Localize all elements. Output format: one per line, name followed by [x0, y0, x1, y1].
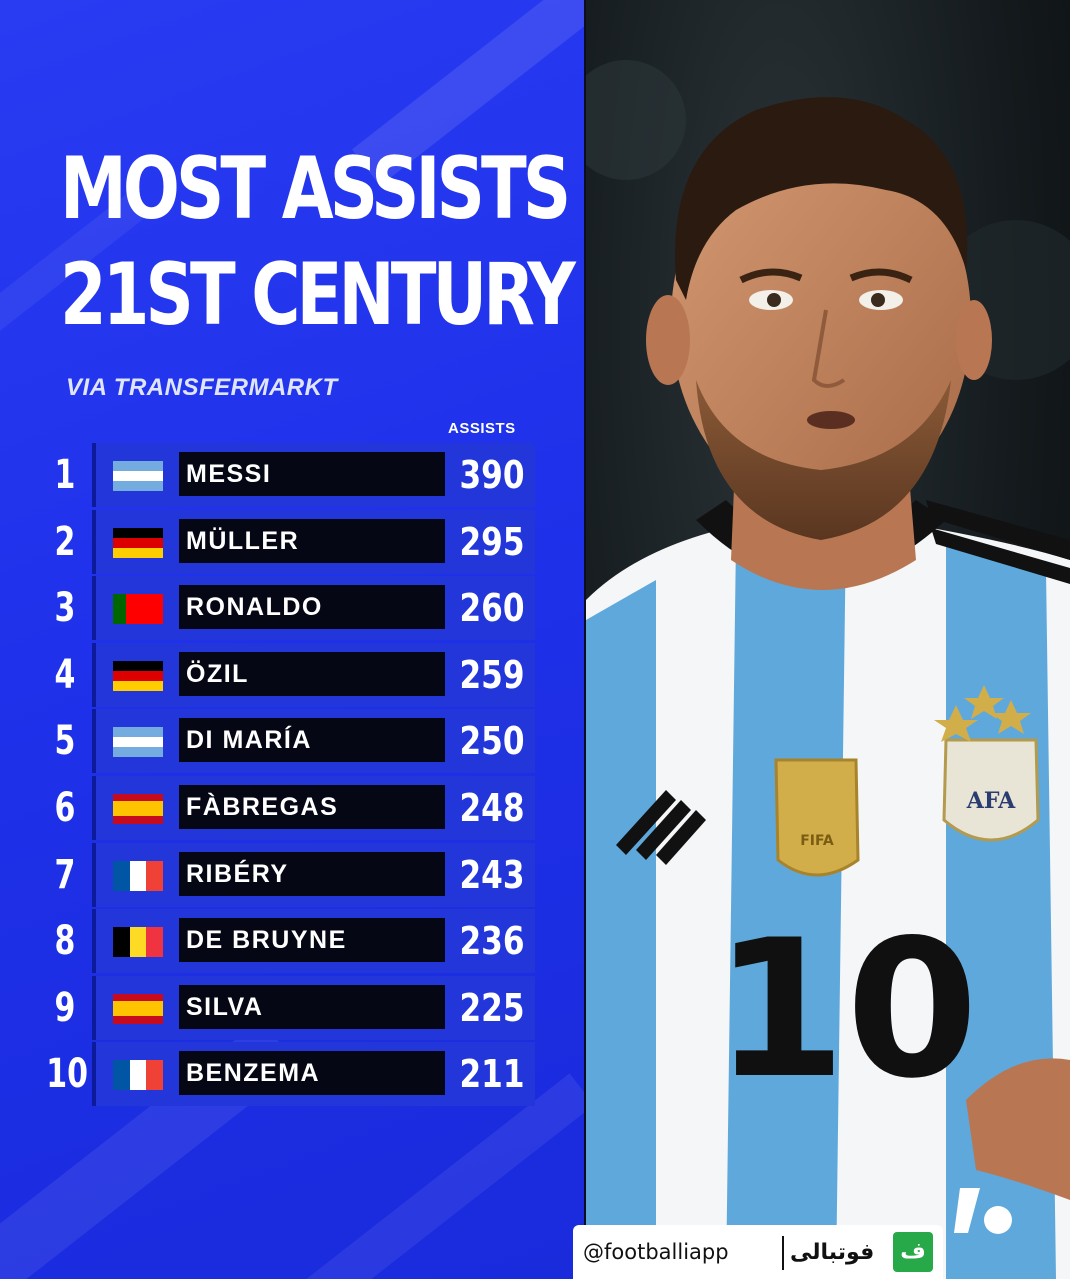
name-background [179, 518, 445, 563]
table-row: 1 MESSI 390 [40, 443, 540, 510]
assists-column-header: ASSISTS [448, 420, 516, 437]
table-row: 8 DE BRUYNE 236 [40, 909, 540, 976]
name-background [179, 1051, 445, 1096]
table-row: 10 BENZEMA 211 [40, 1042, 540, 1109]
spain-flag-icon [113, 993, 163, 1024]
france-flag-icon [113, 860, 163, 891]
assists-value: 295 [459, 519, 525, 564]
watermark-handle: @footballiapp [583, 1240, 729, 1264]
jersey-number: 10 [714, 899, 978, 1120]
rank-number: 4 [54, 651, 76, 698]
name-background [179, 651, 445, 696]
rank-number: 7 [54, 851, 76, 898]
assists-value: 243 [459, 852, 525, 897]
rank-number: 3 [54, 585, 76, 632]
name-background [179, 452, 445, 496]
watermark-bar [573, 1225, 943, 1279]
germany-flag-icon [113, 660, 163, 691]
rank-number: 2 [54, 518, 76, 565]
name-background [179, 718, 445, 763]
watermark-brand: فوتبالی [790, 1240, 875, 1265]
argentina-flag-icon [113, 461, 163, 491]
brand-logo-icon: ف [893, 1232, 933, 1272]
crest-label: AFA [966, 788, 1016, 814]
table-row: 5 DI MARÍA 250 [40, 709, 540, 776]
player-name: DE BRUYNE [186, 926, 347, 955]
spain-flag-icon [113, 793, 163, 824]
player-name: DI MARÍA [186, 726, 312, 755]
assists-value: 390 [459, 453, 525, 497]
table-row: 6 FÀBREGAS 248 [40, 775, 540, 843]
belgium-flag-icon [113, 927, 163, 958]
assists-table: 1 MESSI 390 2 MÜLLER 295 3 RONALDO 260 4 ÖZIL 259 5 D… [40, 443, 540, 1109]
player-name: SILVA [186, 992, 264, 1021]
assists-value: 250 [459, 719, 525, 764]
title-line-1: MOST ASSISTS [60, 139, 571, 239]
player-illustration: FIFA AFA 10 [586, 60, 1070, 1279]
player-name: FÀBREGAS [186, 792, 339, 821]
rank-number: 1 [54, 452, 76, 498]
rank-number: 9 [54, 984, 76, 1031]
rank-number: 10 [46, 1051, 89, 1098]
rank-number: 5 [54, 718, 76, 765]
player-name: RONALDO [186, 593, 323, 622]
page-title: MOST ASSISTS 21ST CENTURY [60, 136, 576, 348]
assists-value: 260 [459, 586, 525, 631]
assists-value: 248 [459, 785, 525, 830]
panel-divider [584, 0, 586, 1279]
table-row: 7 RIBÉRY 243 [40, 842, 540, 910]
name-background [179, 585, 445, 630]
france-flag-icon [113, 1060, 163, 1091]
player-photo: FIFA AFA 10 [586, 0, 1070, 1279]
footballi-logo-icon [954, 1188, 1012, 1234]
title-line-2: 21ST CENTURY [60, 245, 576, 345]
germany-flag-icon [113, 527, 163, 558]
source-subtitle: VIA TRANSFERMARKT [66, 374, 338, 401]
argentina-flag-icon [113, 727, 163, 758]
assists-value: 211 [459, 1052, 525, 1097]
player-name: MÜLLER [186, 526, 300, 555]
table-row: 3 RONALDO 260 [40, 576, 540, 643]
table-row: 4 ÖZIL 259 [40, 642, 540, 710]
assists-value: 225 [459, 985, 525, 1030]
name-background [179, 851, 445, 896]
table-row: 2 MÜLLER 295 [40, 509, 540, 577]
name-background [179, 984, 445, 1029]
assists-value: 236 [459, 919, 525, 964]
assists-value: 259 [459, 652, 525, 697]
name-background [179, 784, 445, 829]
watermark-separator [782, 1236, 784, 1270]
portugal-flag-icon [113, 594, 163, 625]
rank-number: 8 [54, 918, 76, 965]
player-name: ÖZIL [186, 659, 249, 688]
ranking-panel: MOST ASSISTS 21ST CENTURY VIA TRANSFERMA… [0, 0, 584, 1279]
champion-badge-label: FIFA [800, 833, 834, 849]
table-row: 9 SILVA 225 [40, 975, 540, 1043]
name-background [179, 918, 445, 963]
rank-number: 6 [54, 784, 76, 831]
player-name: RIBÉRY [186, 859, 289, 888]
player-name: MESSI [186, 460, 272, 488]
player-name: BENZEMA [186, 1059, 321, 1088]
